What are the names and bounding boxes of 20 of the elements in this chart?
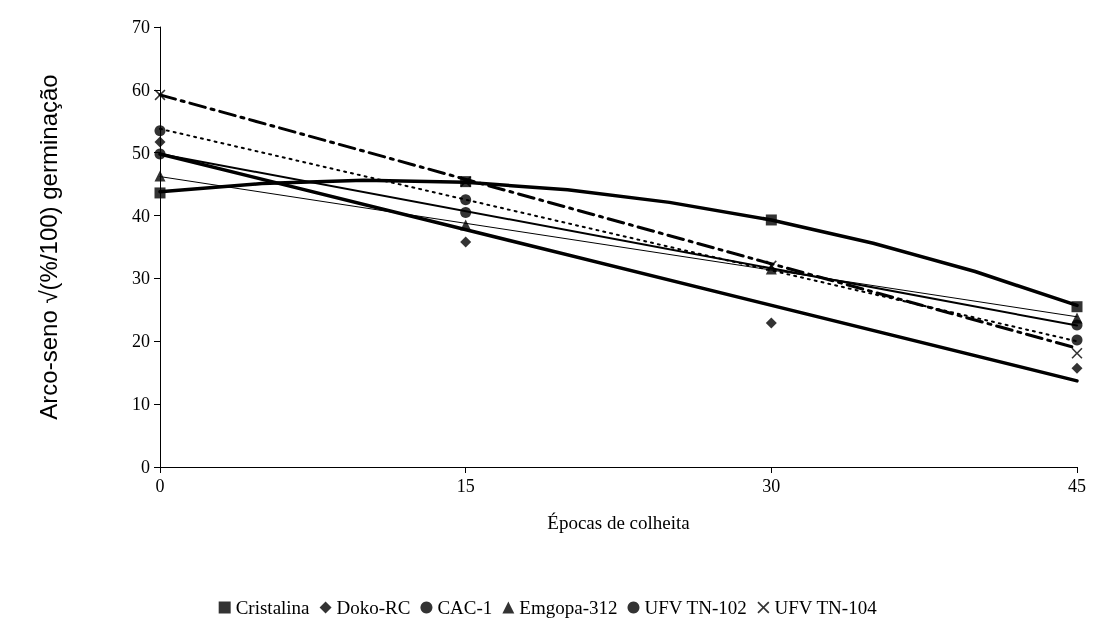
legend-label: Emgopa-312 bbox=[519, 597, 618, 618]
x-tick-label: 30 bbox=[762, 476, 781, 496]
y-tick-label: 70 bbox=[132, 17, 150, 37]
y-tick-label: 10 bbox=[132, 394, 150, 415]
legend-label: UFV TN-104 bbox=[774, 597, 878, 618]
y-tick-label: 30 bbox=[132, 268, 150, 289]
legend-label: Cristalina bbox=[235, 597, 311, 618]
x-tick-label: 45 bbox=[1068, 476, 1086, 496]
y-tick-label: 60 bbox=[132, 79, 150, 100]
y-tick-label: 40 bbox=[132, 205, 150, 226]
legend-label: UFV TN-102 bbox=[644, 597, 747, 618]
x-tick-label: 0 bbox=[155, 476, 165, 496]
legend-label: Doko-RC bbox=[336, 597, 411, 618]
y-axis-title: Arco-seno √(%/100) germinação bbox=[34, 74, 62, 420]
y-tick-label: 20 bbox=[132, 331, 150, 352]
y-tick-label: 0 bbox=[141, 457, 150, 477]
legend-label: CAC-1 bbox=[437, 597, 493, 618]
y-tick-label: 50 bbox=[132, 142, 150, 163]
x-tick-label: 15 bbox=[456, 476, 475, 496]
x-axis-title: Épocas de colheita bbox=[547, 512, 691, 533]
